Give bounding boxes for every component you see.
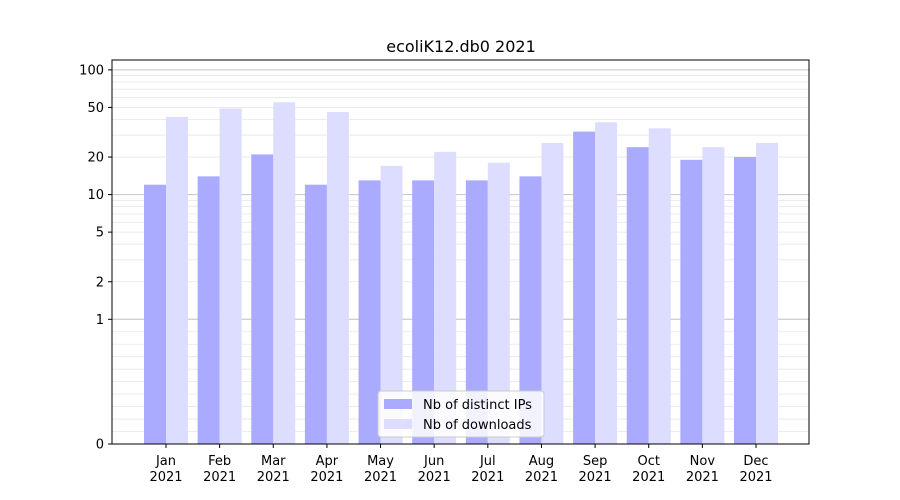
bar-downloads-3 [326,111,349,445]
chart-title: ecoliK12.db0 2021 [386,37,536,56]
bar-distinct-ips-11 [734,157,756,444]
x-axis: Jan 2021 Feb 2021 Mar 2021 Apr 2021 May 2021 Jun 20… [149,444,773,485]
bar-distinct-ips-5 [412,180,435,444]
legend-label: Nb of distinct IPs [423,398,532,413]
bar-distinct-ips-8 [573,131,596,445]
x-tick-label: Jul 2021 [471,454,504,485]
y-tick-label: 2 [96,275,104,290]
bar-downloads-10 [702,147,725,444]
bar-downloads-11 [756,142,778,445]
bar-downloads-1 [219,108,242,444]
bar-downloads-8 [595,122,618,445]
bar-distinct-ips-1 [197,176,220,444]
y-tick-label: 50 [87,101,104,116]
legend: Nb of distinct IPs Nb of downloads [377,390,545,438]
legend-box [377,390,545,438]
bar-downloads-4 [380,165,403,444]
legend-label: Nb of downloads [423,418,532,433]
bars-group [144,102,778,445]
x-tick-label: Dec 2021 [739,454,772,485]
bar-downloads-7 [541,142,564,445]
x-tick-label: Jun 2021 [418,454,451,485]
y-tick-label: 100 [79,63,104,78]
bar-downloads-5 [434,151,457,444]
x-tick-label: Mar 2021 [257,454,290,485]
y-tick-label: 20 [87,151,104,166]
legend-swatch [384,399,412,409]
bar-distinct-ips-7 [519,176,542,444]
x-tick-label: Nov 2021 [686,454,719,485]
bar-downloads-9 [648,128,671,445]
x-tick-label: Feb 2021 [203,454,236,485]
x-tick-label: Sep 2021 [579,454,612,485]
y-tick-label: 5 [96,226,104,241]
x-tick-label: May 2021 [364,454,397,485]
x-tick-label: Apr 2021 [310,454,343,485]
bar-distinct-ips-10 [680,159,703,444]
x-tick-label: Aug 2021 [525,454,558,485]
bar-downloads-0 [166,116,188,444]
y-tick-label: 1 [96,313,104,328]
bar-downloads-2 [273,102,296,445]
y-axis: 0 1 2 5 10 20 50 100 [79,63,112,453]
bar-distinct-ips-3 [304,184,327,444]
bar-downloads-6 [487,162,510,444]
x-tick-label: Jan 2021 [149,454,182,485]
bar-distinct-ips-4 [358,180,381,444]
y-tick-label: 0 [96,438,104,453]
plot-frame [111,59,810,445]
bar-distinct-ips-2 [251,154,274,444]
x-tick-label: Oct 2021 [632,454,665,485]
y-tick-label: 10 [87,188,104,203]
legend-swatch [384,419,412,429]
bar-distinct-ips-6 [465,180,488,444]
bar-distinct-ips-9 [626,147,649,444]
bar-distinct-ips-0 [144,184,166,444]
